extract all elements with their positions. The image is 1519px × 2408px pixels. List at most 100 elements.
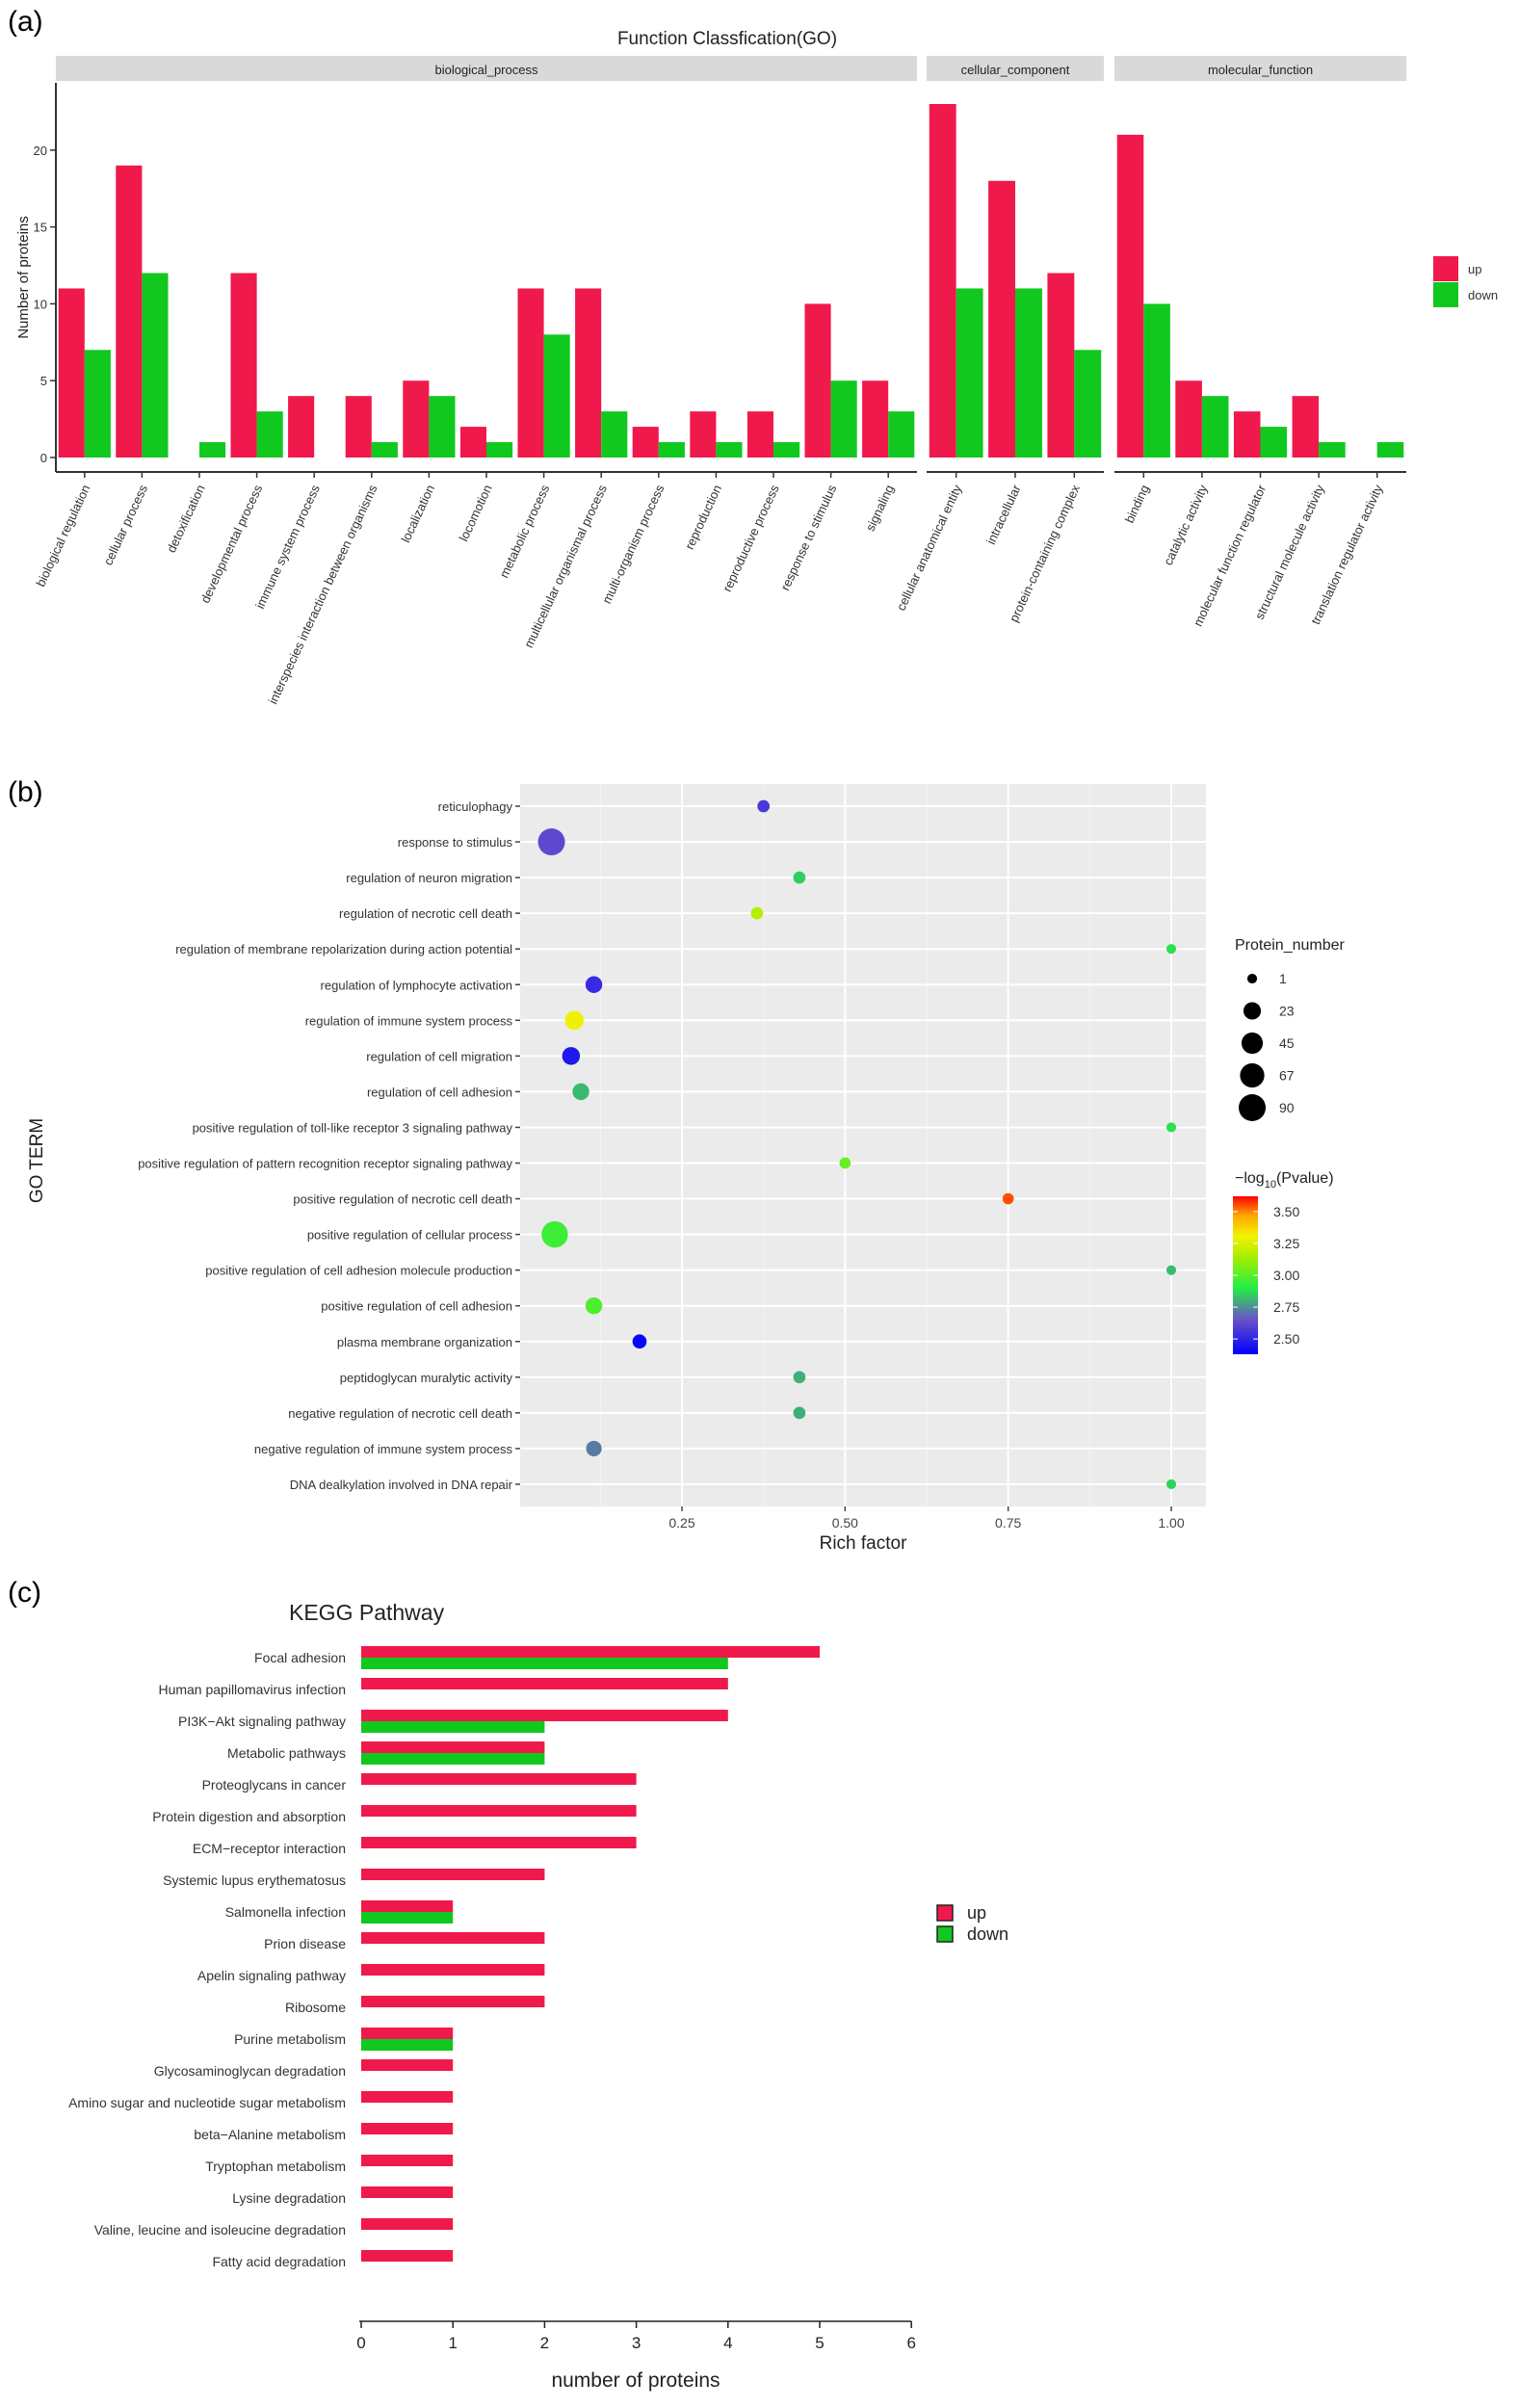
bar-down-structural-molecule-activity xyxy=(1319,442,1346,458)
bar-up-biological-regulation xyxy=(58,288,85,458)
bar-up-molecular-function-regulator xyxy=(1233,411,1261,458)
term-label-positive-regulation-of-toll-like-receptor-3-signaling-pathway: positive regulation of toll-like recepto… xyxy=(193,1120,513,1135)
color-legend-label: 3.00 xyxy=(1273,1268,1299,1283)
bar-up-pi3k-akt-signaling-pathway xyxy=(361,1710,728,1721)
bar-down-localization xyxy=(429,396,456,458)
term-label-dna-dealkylation-involved-in-dna-repair: DNA dealkylation involved in DNA repair xyxy=(290,1478,513,1492)
point-positive-regulation-of-cell-adhesion-molecule-production xyxy=(1165,1265,1177,1275)
pathway-label-metabolic-pathways: Metabolic pathways xyxy=(227,1745,346,1761)
term-label-regulation-of-necrotic-cell-death: regulation of necrotic cell death xyxy=(339,906,512,921)
bar-up-focal-adhesion xyxy=(361,1646,820,1658)
bar-up-beta-alanine-metabolism xyxy=(361,2123,454,2134)
bar-up-amino-sugar-and-nucleotide-sugar-metabolism xyxy=(361,2091,454,2103)
chart-title: Function Classfication(GO) xyxy=(617,29,837,49)
x-tick-label: 4 xyxy=(723,2334,732,2352)
x-tick-label-reproductive-process: reproductive process xyxy=(720,482,782,593)
pathway-label-prion-disease: Prion disease xyxy=(264,1936,346,1951)
pathway-label-purine-metabolism: Purine metabolism xyxy=(234,2031,346,2047)
color-legend-label: 3.50 xyxy=(1273,1204,1299,1219)
x-tick-label-intracellular: intracellular xyxy=(983,482,1024,546)
term-label-positive-regulation-of-necrotic-cell-death: positive regulation of necrotic cell dea… xyxy=(293,1192,512,1207)
term-label-regulation-of-lymphocyte-activation: regulation of lymphocyte activation xyxy=(321,978,512,992)
color-legend-title-suffix: (Pvalue) xyxy=(1276,1170,1334,1187)
pathway-label-valine-leucine-and-isoleucine-degradation: Valine, leucine and isoleucine degradati… xyxy=(94,2222,346,2238)
facet-label-molecular-function: molecular_function xyxy=(1208,63,1313,77)
bar-up-cellular-process xyxy=(116,165,143,458)
point-plasma-membrane-organization xyxy=(632,1334,647,1349)
pathway-label-proteoglycans-in-cancer: Proteoglycans in cancer xyxy=(202,1777,347,1793)
x-tick-label-detoxification: detoxification xyxy=(164,483,208,555)
bar-down-reproductive-process xyxy=(773,442,800,458)
x-tick-label-protein-containing-complex: protein-containing complex xyxy=(1007,482,1083,624)
term-label-regulation-of-neuron-migration: regulation of neuron migration xyxy=(346,871,512,885)
bar-up-reproductive-process xyxy=(746,411,773,458)
bar-up-localization xyxy=(403,380,430,458)
point-regulation-of-neuron-migration xyxy=(793,871,806,884)
term-label-plasma-membrane-organization: plasma membrane organization xyxy=(337,1335,512,1349)
point-regulation-of-lymphocyte-activation xyxy=(585,976,603,993)
legend-swatch-up xyxy=(936,1904,954,1922)
x-tick-label: 0.50 xyxy=(832,1515,858,1531)
y-tick-label: 5 xyxy=(40,374,47,388)
x-axis-label: number of proteins xyxy=(551,2369,720,2392)
size-legend-title: Protein_number xyxy=(1235,937,1346,954)
pathway-label-glycosaminoglycan-degradation: Glycosaminoglycan degradation xyxy=(154,2063,346,2079)
legend-label-down: down xyxy=(967,1924,1008,1944)
facet-strip-molecular-function xyxy=(1114,56,1406,81)
facet-label-biological-process: biological_process xyxy=(435,63,538,77)
x-tick-label: 0.25 xyxy=(668,1515,694,1531)
color-legend-label: 2.50 xyxy=(1273,1331,1299,1347)
chart-title: KEGG Pathway xyxy=(289,1600,445,1625)
legend-swatch-down xyxy=(936,1925,954,1943)
x-tick-label-metabolic-process: metabolic process xyxy=(496,482,552,580)
pathway-label-focal-adhesion: Focal adhesion xyxy=(254,1650,346,1665)
size-legend-key xyxy=(1239,1094,1266,1121)
x-axis-label: Rich factor xyxy=(820,1533,907,1554)
x-tick-label-cellular-process: cellular process xyxy=(100,482,150,567)
size-legend-label: 45 xyxy=(1279,1035,1295,1051)
x-tick-label-multi-organism-process: multi-organism process xyxy=(599,482,668,606)
size-legend-key xyxy=(1241,1032,1264,1055)
bar-up-catalytic-activity xyxy=(1175,380,1202,458)
term-label-negative-regulation-of-immune-system-process: negative regulation of immune system pro… xyxy=(254,1442,513,1456)
size-legend-key xyxy=(1246,973,1258,984)
term-label-negative-regulation-of-necrotic-cell-death: negative regulation of necrotic cell dea… xyxy=(288,1406,512,1421)
bar-up-multi-organism-process xyxy=(632,427,659,458)
term-label-regulation-of-cell-migration: regulation of cell migration xyxy=(366,1049,512,1063)
x-tick-label-locomotion: locomotion xyxy=(457,483,495,543)
bar-up-valine-leucine-and-isoleucine-degradation xyxy=(361,2218,454,2230)
legend-label-up: up xyxy=(1468,262,1481,276)
bar-up-signaling xyxy=(862,380,889,458)
point-dna-dealkylation-involved-in-dna-repair xyxy=(1165,1479,1177,1490)
panel-label-a: (a) xyxy=(8,6,43,38)
bar-up-structural-molecule-activity xyxy=(1292,396,1320,458)
x-tick-label-localization: localization xyxy=(398,483,437,545)
x-tick-label-catalytic-activity: catalytic activity xyxy=(1161,482,1211,567)
bar-up-binding xyxy=(1116,134,1144,458)
x-tick-label-structural-molecule-activity: structural molecule activity xyxy=(1252,482,1327,621)
point-regulation-of-cell-adhesion xyxy=(572,1083,589,1101)
bar-down-binding xyxy=(1143,303,1170,458)
bar-down-cellular-process xyxy=(142,273,169,458)
term-label-response-to-stimulus: response to stimulus xyxy=(398,835,513,850)
point-positive-regulation-of-cell-adhesion xyxy=(585,1296,603,1315)
bar-down-metabolic-process xyxy=(543,334,570,458)
pathway-label-tryptophan-metabolism: Tryptophan metabolism xyxy=(205,2159,346,2174)
bar-up-ribosome xyxy=(361,1996,545,2007)
x-tick-label: 5 xyxy=(815,2334,824,2352)
term-label-positive-regulation-of-cell-adhesion: positive regulation of cell adhesion xyxy=(321,1299,512,1314)
x-tick-label-binding: binding xyxy=(1122,483,1152,525)
pathway-label-salmonella-infection: Salmonella infection xyxy=(225,1904,346,1920)
point-negative-regulation-of-immune-system-process xyxy=(586,1440,602,1456)
bar-down-purine-metabolism xyxy=(361,2039,454,2051)
bar-down-reproduction xyxy=(716,442,743,458)
x-tick-label: 6 xyxy=(906,2334,915,2352)
bar-up-prion-disease xyxy=(361,1932,545,1944)
pathway-label-beta-alanine-metabolism: beta−Alanine metabolism xyxy=(194,2127,346,2142)
point-positive-regulation-of-pattern-recognition-receptor-signaling-pathway xyxy=(839,1157,851,1169)
size-legend-key xyxy=(1240,1062,1265,1088)
y-tick-label: 15 xyxy=(34,221,47,235)
point-response-to-stimulus xyxy=(537,828,565,856)
bar-down-interspecies-interaction-between-organisms xyxy=(371,442,398,458)
color-legend-title-sub: 10 xyxy=(1265,1179,1276,1191)
